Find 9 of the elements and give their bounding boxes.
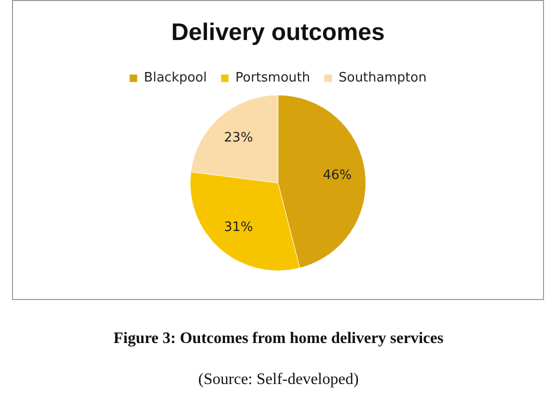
data-label: 46%	[322, 168, 352, 183]
legend-label: Southampton	[338, 70, 427, 86]
legend-label: Portsmouth	[235, 70, 310, 86]
data-label: 23%	[224, 130, 253, 146]
caption: Figure 3: Outcomes from home delivery services	[112, 330, 444, 348]
chart-title: Delivery outcomes	[171, 19, 385, 46]
data-label: 31%	[224, 220, 253, 236]
text: (Source: Self-developed)	[197, 371, 360, 389]
legend-label: Blackpool	[144, 70, 207, 86]
